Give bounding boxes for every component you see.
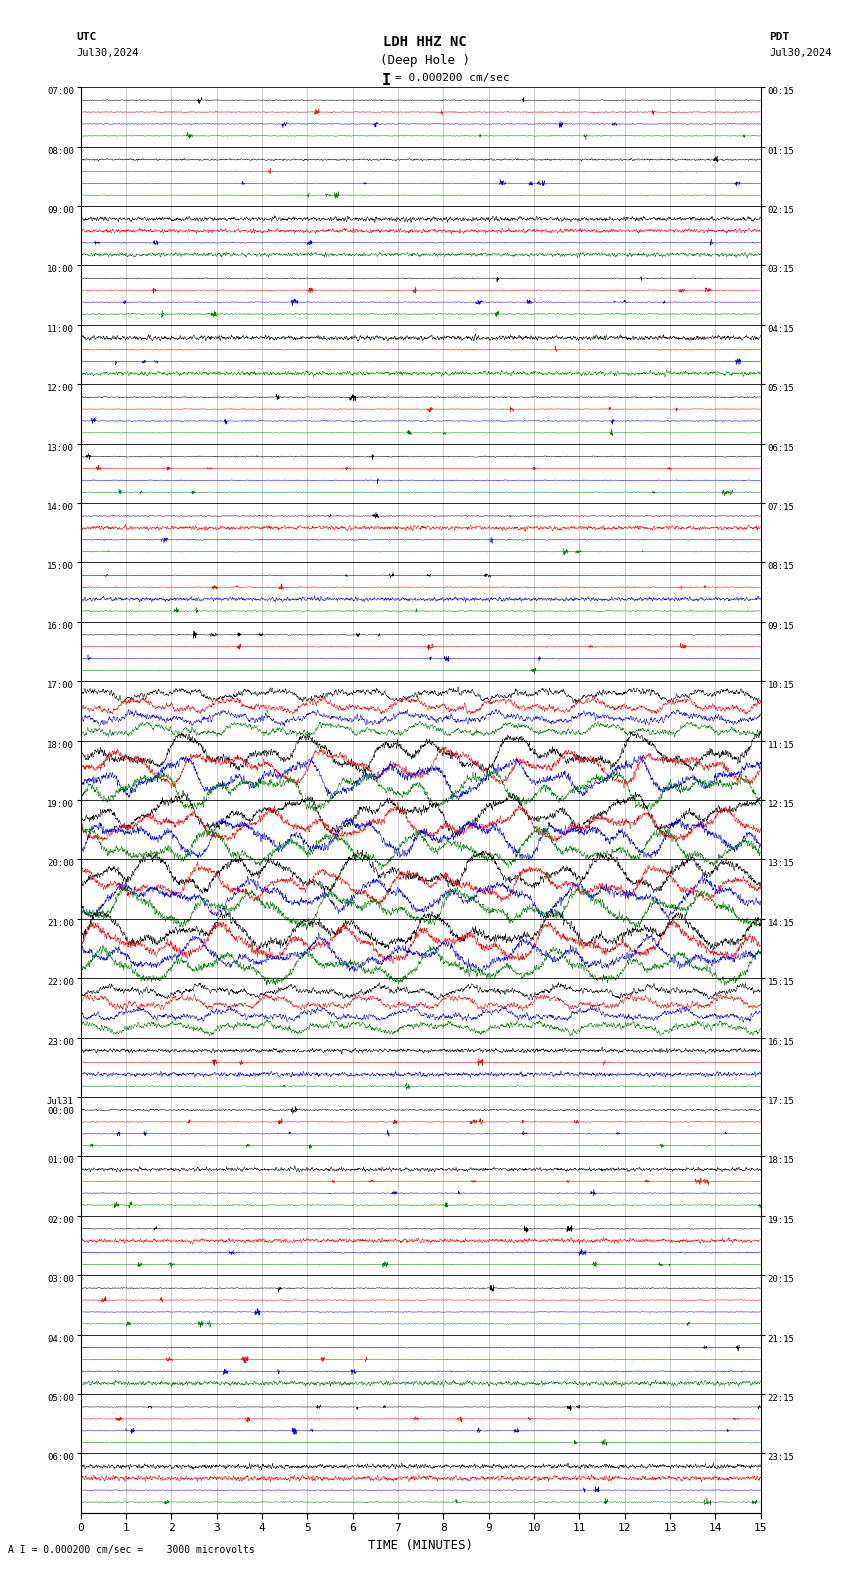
Text: Jul30,2024: Jul30,2024 [76,48,139,57]
Text: I: I [382,73,391,87]
Text: LDH HHZ NC: LDH HHZ NC [383,35,467,49]
Text: A I = 0.000200 cm/sec =    3000 microvolts: A I = 0.000200 cm/sec = 3000 microvolts [8,1546,255,1555]
Text: PDT: PDT [769,32,790,41]
Text: UTC: UTC [76,32,97,41]
X-axis label: TIME (MINUTES): TIME (MINUTES) [368,1538,473,1552]
Text: = 0.000200 cm/sec: = 0.000200 cm/sec [395,73,510,82]
Text: (Deep Hole ): (Deep Hole ) [380,54,470,67]
Text: Jul30,2024: Jul30,2024 [769,48,832,57]
